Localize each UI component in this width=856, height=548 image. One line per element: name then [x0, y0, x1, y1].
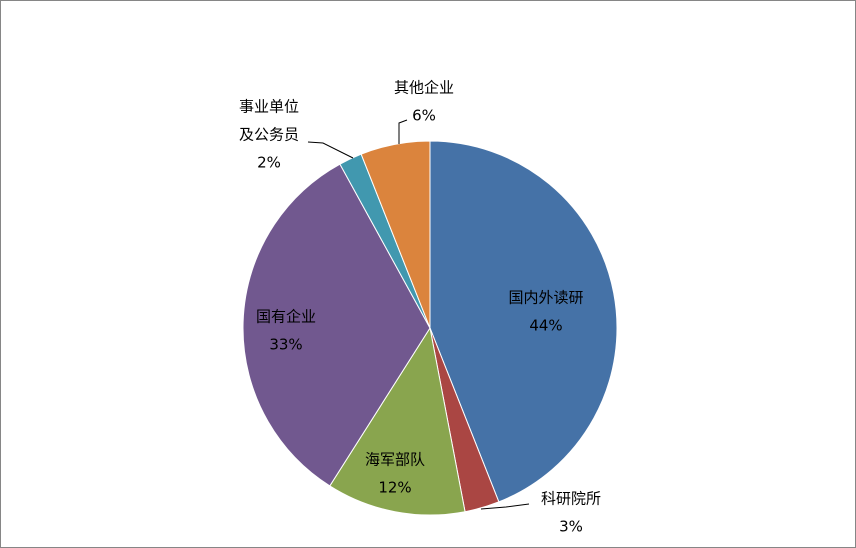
slice-label: 科研院所	[541, 490, 601, 508]
slice-label: 国有企业	[256, 308, 316, 326]
pie-slice	[429, 140, 618, 503]
slice-value-label: 44%	[529, 317, 562, 335]
slice-label: 事业单位	[239, 98, 299, 116]
slice-label: 其他企业	[394, 79, 454, 97]
slice-value-label: 12%	[378, 479, 411, 497]
pie-slice	[329, 326, 466, 516]
leader-line	[480, 503, 530, 510]
slice-label: 国内外读研	[508, 289, 583, 307]
leader-line	[307, 141, 354, 159]
pie-slice	[242, 163, 431, 487]
slice-value-label: 2%	[257, 154, 281, 172]
leader-line	[398, 119, 408, 144]
slice-value-label: 3%	[559, 518, 583, 536]
pie-slice	[360, 140, 431, 329]
slice-value-label: 33%	[269, 336, 302, 354]
slice-label: 及公务员	[239, 126, 299, 144]
slice-value-label: 6%	[412, 107, 436, 125]
slice-label: 海军部队	[365, 451, 425, 469]
